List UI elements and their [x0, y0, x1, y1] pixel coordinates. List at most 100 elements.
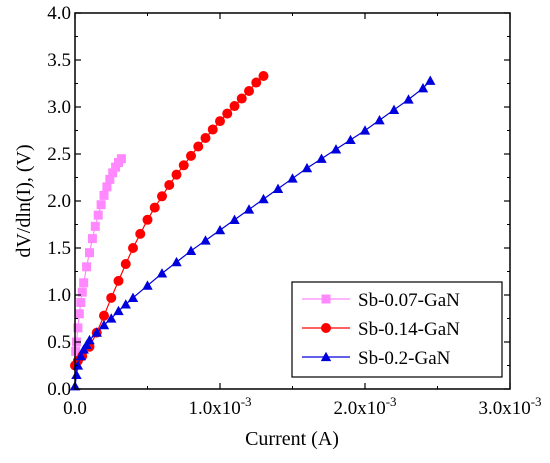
x-tick-label: 2.0x10-3 — [333, 394, 396, 419]
data-point — [102, 182, 112, 192]
data-point — [128, 243, 138, 253]
data-point — [108, 168, 118, 178]
data-point — [244, 86, 254, 97]
x-tick-exponent: -3 — [386, 394, 397, 409]
data-point — [374, 114, 385, 125]
x-tick-exponent: -3 — [241, 394, 252, 409]
data-point — [81, 339, 92, 349]
legend-entry: Sb-0.2-GaN — [302, 348, 451, 369]
data-point — [251, 77, 262, 88]
y-tick-label: 4.0 — [47, 3, 71, 24]
y-tick-label: 0.0 — [47, 379, 71, 400]
data-point — [164, 180, 175, 191]
series-1 — [70, 70, 269, 371]
data-point — [98, 319, 110, 330]
data-point — [77, 287, 87, 297]
y-tick-label: 2.0 — [47, 191, 71, 212]
data-point — [345, 134, 356, 145]
data-point — [287, 173, 298, 183]
y-tick-label: 3.5 — [47, 50, 71, 71]
y-tick-label: 2.5 — [47, 144, 71, 165]
legend-label: Sb-0.07-GaN — [358, 290, 460, 311]
data-point — [207, 124, 218, 135]
data-point — [73, 323, 83, 333]
legend-entry: Sb-0.07-GaN — [302, 290, 460, 311]
y-tick-label: 0.5 — [47, 332, 71, 353]
data-point — [222, 108, 233, 119]
x-tick-label: 3.0x10-3 — [478, 394, 541, 419]
data-point — [113, 275, 124, 286]
data-point — [85, 248, 94, 258]
data-point — [71, 369, 82, 380]
data-point — [99, 190, 109, 200]
y-axis-title: dV/dln(I), (V) — [13, 144, 35, 257]
legend-marker — [320, 351, 332, 362]
y-tick-label: 3.0 — [47, 97, 71, 118]
data-point — [316, 153, 327, 163]
data-point — [120, 299, 131, 309]
data-point — [91, 327, 102, 337]
data-point — [106, 292, 117, 303]
data-point — [243, 204, 255, 214]
data-point — [142, 214, 153, 225]
legend: Sb-0.07-GaN Sb-0.14-GaN Sb-0.2-GaN — [291, 281, 503, 378]
data-point — [127, 292, 139, 302]
data-point — [185, 245, 197, 255]
legend-marker — [321, 294, 331, 304]
data-point — [171, 256, 182, 267]
data-point — [359, 125, 371, 135]
data-point — [87, 234, 97, 244]
data-point — [171, 169, 182, 180]
data-point — [258, 193, 269, 204]
data-point — [142, 280, 153, 290]
data-point — [403, 94, 414, 104]
data-point — [105, 174, 115, 184]
data-point — [78, 344, 89, 354]
y-tick-label: 1.5 — [47, 238, 71, 259]
y-tick-label: 1.0 — [47, 285, 71, 306]
data-point — [215, 116, 225, 127]
plot-marks — [69, 70, 436, 391]
data-point — [200, 133, 211, 144]
data-point — [330, 144, 342, 154]
data-point — [149, 202, 160, 213]
x-axis-title: Current (A) — [245, 428, 339, 450]
data-point — [229, 214, 240, 224]
data-point — [272, 183, 284, 193]
data-point — [425, 75, 436, 85]
data-point — [135, 228, 146, 239]
data-point — [301, 162, 313, 173]
legend-entry: Sb-0.14-GaN — [302, 319, 460, 340]
data-point — [186, 150, 196, 161]
data-point — [417, 83, 429, 93]
data-point — [157, 191, 167, 202]
data-point — [193, 141, 204, 152]
series-0 — [71, 154, 126, 356]
legend-label: Sb-0.2-GaN — [358, 348, 451, 369]
data-point — [111, 162, 121, 172]
data-point — [90, 221, 100, 231]
data-point — [388, 104, 400, 114]
data-point — [214, 224, 226, 235]
data-point — [99, 310, 109, 321]
data-point — [258, 70, 269, 81]
series-line — [74, 75, 264, 366]
legend-marker — [321, 323, 331, 333]
legend-label: Sb-0.14-GaN — [358, 319, 460, 340]
data-point — [76, 298, 86, 308]
data-point — [93, 210, 103, 220]
data-point — [236, 93, 247, 104]
data-point — [79, 278, 89, 288]
data-point — [74, 309, 84, 319]
data-point — [116, 154, 126, 164]
x-tick-label: 0.0 — [63, 398, 87, 419]
data-point — [178, 160, 189, 171]
data-point — [229, 101, 240, 112]
data-point — [156, 268, 168, 278]
data-point — [200, 235, 211, 245]
data-point — [120, 258, 131, 269]
data-point — [75, 350, 86, 361]
data-point — [113, 305, 124, 316]
data-point — [96, 200, 106, 210]
